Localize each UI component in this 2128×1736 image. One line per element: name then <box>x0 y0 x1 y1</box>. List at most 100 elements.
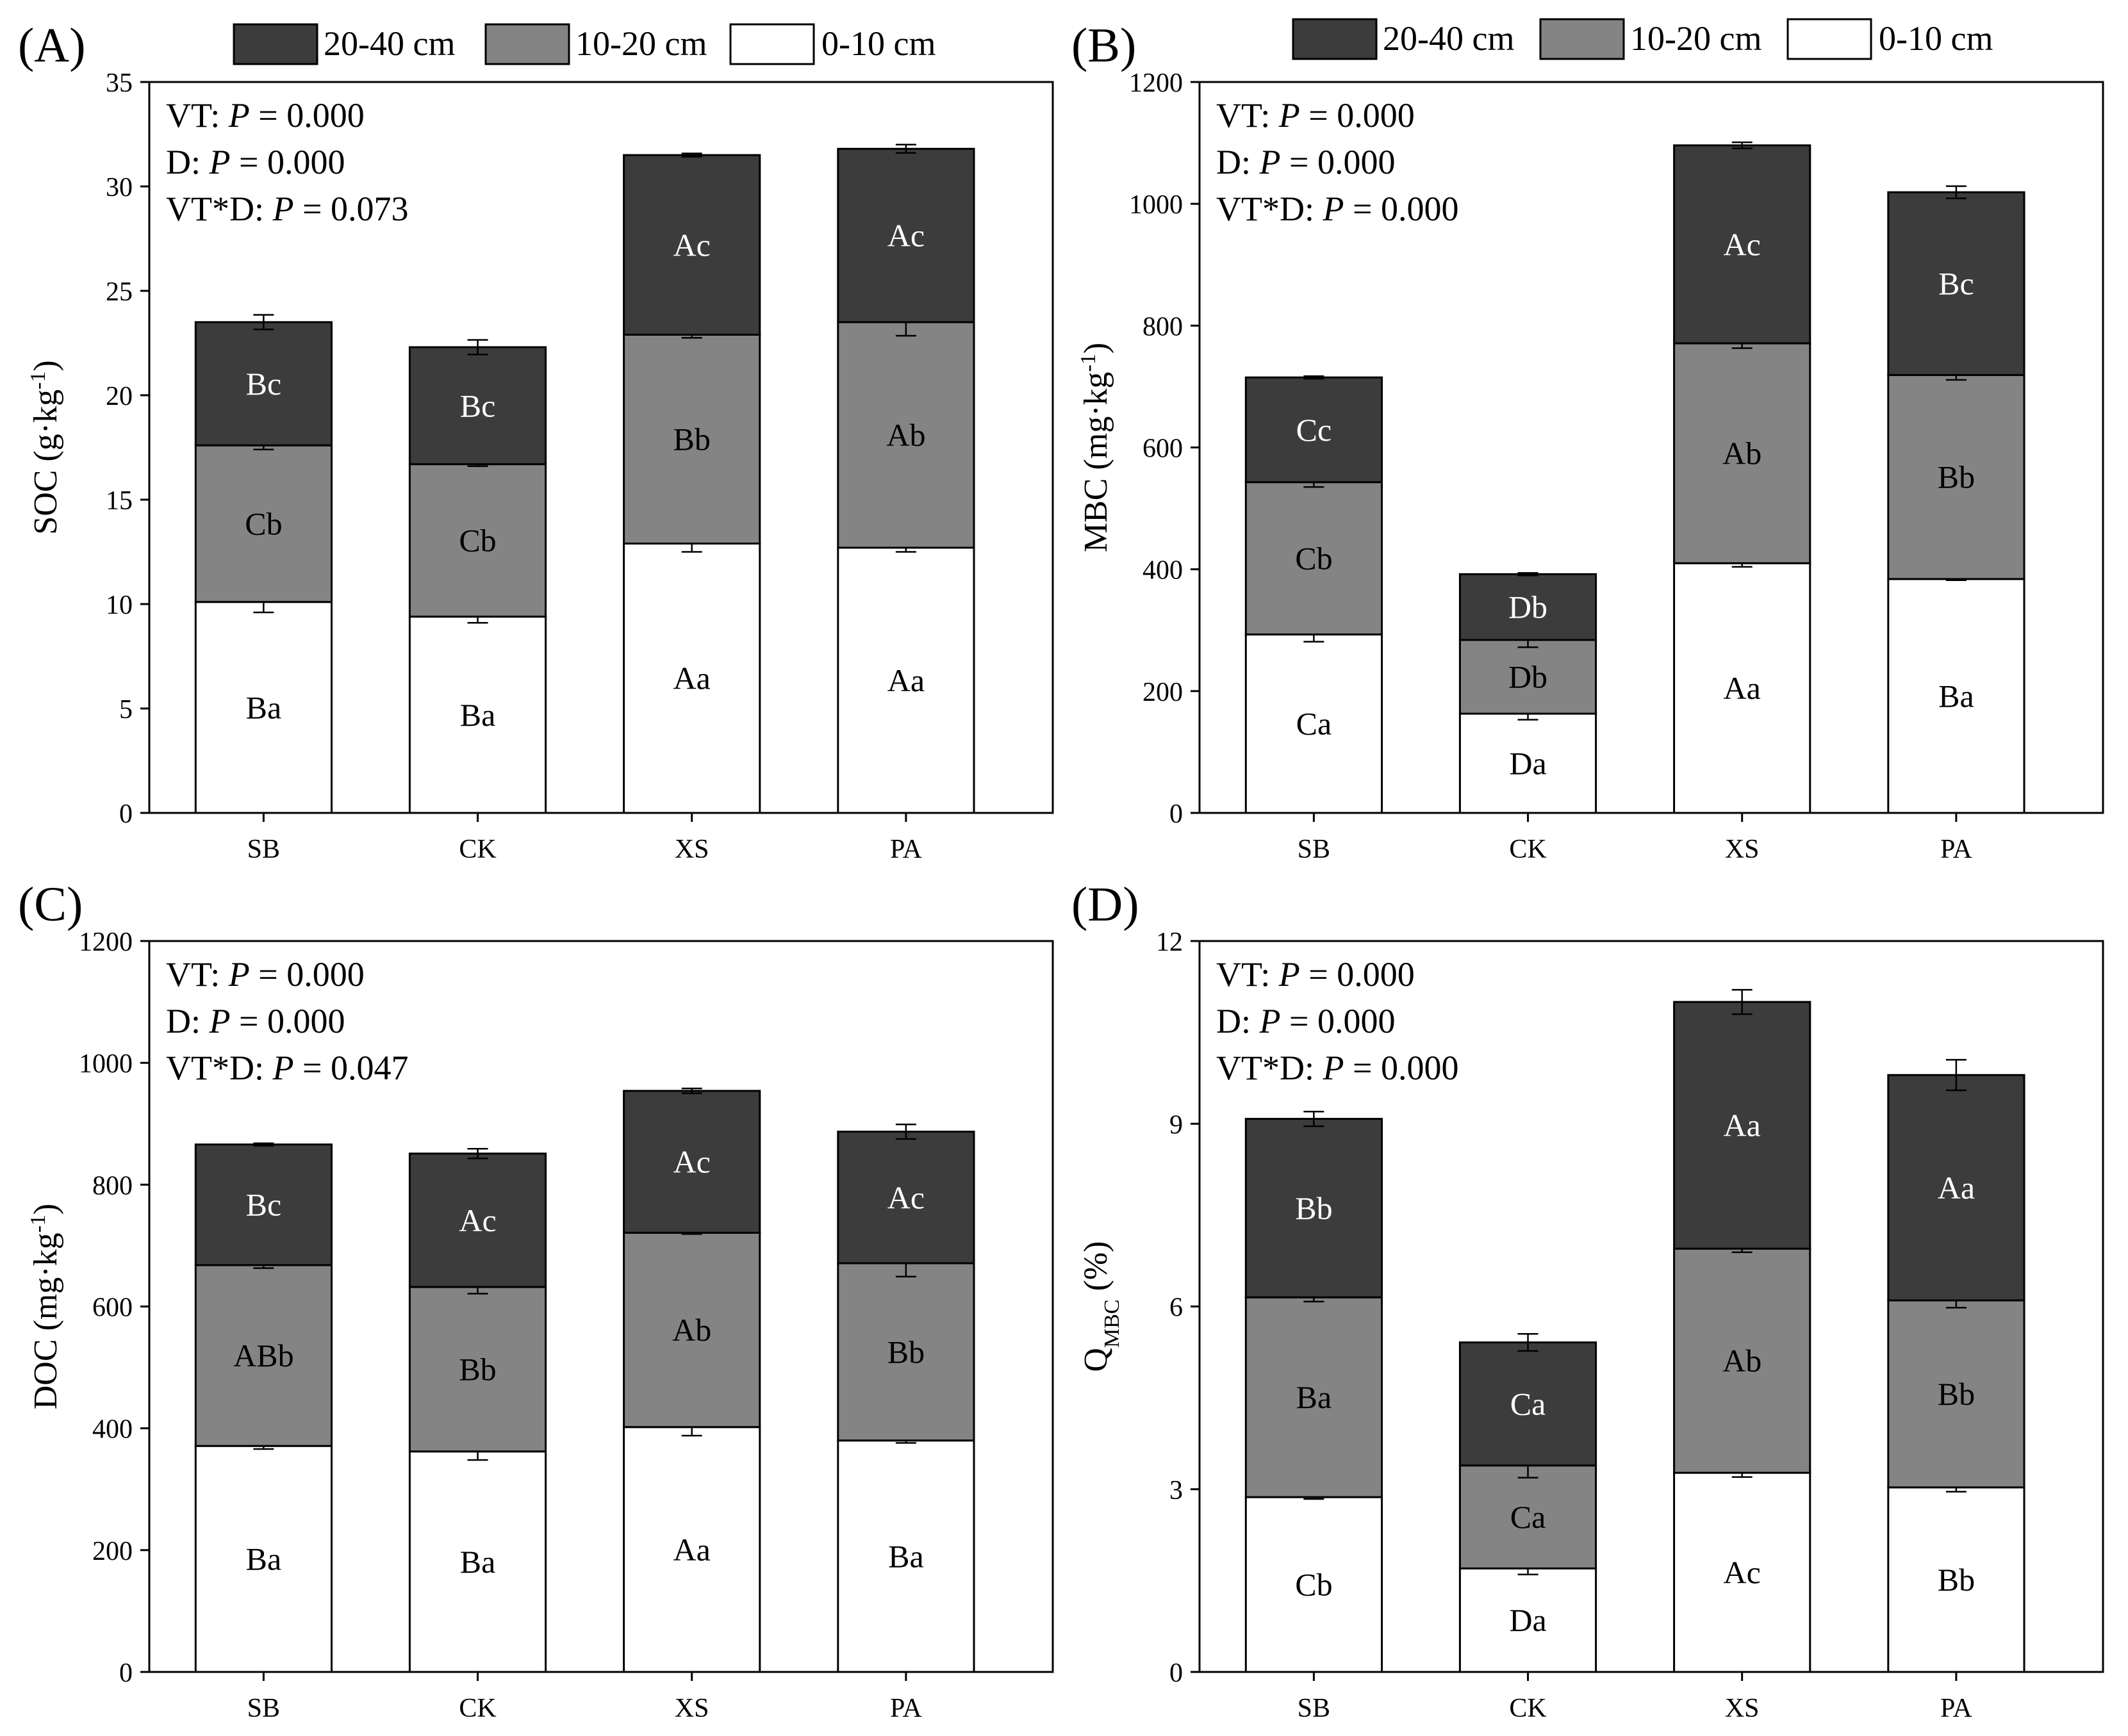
panel-a-letter-xs-middle: Bb <box>673 422 711 457</box>
legend-a-label-deep: 20-40 cm <box>324 24 455 63</box>
panel-a-bar-xs-middle <box>623 334 761 545</box>
panel-a-letter-sb-surface: Ba <box>246 689 282 725</box>
panel-c: (C) Ba ABb Bc SB Ba Bb Ac CK Aa Ab Ac XS Ba Bb Ac PA 0 200… <box>18 878 1054 1723</box>
panel-b-stat-line-1: VT: P = 0.000 <box>1216 96 1415 135</box>
panel-b-bar-sb-middle <box>1244 481 1383 635</box>
panel-d-stat-line-1: VT: P = 0.000 <box>1216 955 1415 994</box>
legend-a-swatch-surface <box>729 23 815 65</box>
panel-b-bar-xs-deep <box>1673 144 1811 345</box>
panel-a-bar-sb-surface <box>194 601 333 814</box>
panel-c-bar-pa-middle <box>837 1262 975 1442</box>
legend-b-label-surface: 0-10 cm <box>1879 19 1993 58</box>
panel-a-letter-pa-surface: Aa <box>887 662 925 698</box>
legend-a-label-middle: 10-20 cm <box>575 24 707 63</box>
panel-c-x-label-sb: SB <box>247 1694 280 1723</box>
panel-b-letter-sb-deep: Cc <box>1296 412 1332 448</box>
panel-b-y-tick-label-800: 800 <box>1142 312 1183 341</box>
panel-a-bar-ck-middle <box>408 463 547 618</box>
panel-a-bar-ck-surface <box>408 616 547 814</box>
panel-a-letter-sb-middle: Cb <box>245 506 282 542</box>
panel-c-bar-pa-surface <box>837 1439 975 1673</box>
panel-d-letter-xs-middle: Ab <box>1722 1343 1761 1379</box>
legend-a-swatch-deep <box>233 23 318 65</box>
panel-d-x-label-xs: XS <box>1725 1694 1760 1723</box>
panel-c-x-label-xs: XS <box>675 1694 709 1723</box>
panel-d-bar-ck-surface <box>1458 1567 1597 1673</box>
panel-d-bar-xs-middle <box>1673 1247 1811 1474</box>
panel-b-letter-pa-deep: Bc <box>1938 266 1974 302</box>
panel-a-x-label-ck: CK <box>459 835 496 864</box>
panel-c-label: (C) <box>18 878 83 931</box>
panel-a-y-tick-label-5: 5 <box>119 695 133 725</box>
panel-c-errorbar-pa-deep <box>895 1123 916 1140</box>
legend-b-swatch-surface <box>1786 18 1872 60</box>
panel-b: (B) Ca Cb Cc SB Da Db Db CK Aa Ab Ac XS Ba Bb Bc PA 0 200 4… <box>1071 19 2104 864</box>
panel-b-stat-line-2: D: P = 0.000 <box>1216 143 1395 181</box>
panel-b-letter-xs-deep: Ac <box>1724 226 1761 262</box>
panel-d-errorbar-pa-deep <box>1945 1059 1967 1092</box>
legend-b-label-middle: 10-20 cm <box>1630 19 1761 58</box>
panel-c-y-tick-label-800: 800 <box>92 1171 133 1200</box>
panel-d-letter-pa-surface: Bb <box>1938 1562 1975 1598</box>
panel-d-letter-pa-deep: Aa <box>1938 1170 1975 1206</box>
panel-b-letter-sb-middle: Cb <box>1295 541 1332 577</box>
panel-c-stat-line-3: VT*D: P = 0.047 <box>166 1049 408 1087</box>
panel-a-letter-pa-middle: Ab <box>886 417 925 453</box>
panel-b-bar-sb-surface <box>1244 633 1383 814</box>
panel-d-bar-ck-middle <box>1458 1464 1597 1569</box>
panel-c-y-tick-label-0: 0 <box>119 1658 133 1688</box>
panel-d-letter-ck-middle: Ca <box>1510 1499 1546 1535</box>
panel-d-letter-sb-middle: Ba <box>1296 1379 1332 1415</box>
panel-a-bar-xs-deep <box>623 154 761 336</box>
panel-c-y-tick-label-1000: 1000 <box>79 1049 133 1079</box>
panel-c-letter-sb-deep: Bc <box>246 1187 282 1223</box>
panel-c-y-axis-title: DOC (mg·kg-1) <box>26 1204 65 1410</box>
legend-a-label-surface: 0-10 cm <box>821 24 936 63</box>
legend-b-swatch-middle <box>1539 18 1625 60</box>
panel-c-letter-xs-deep: Ac <box>673 1144 711 1180</box>
panel-b-bar-ck-middle <box>1458 639 1597 715</box>
panel-b-letter-ck-middle: Db <box>1508 659 1547 695</box>
panel-d-stat-line-3: VT*D: P = 0.000 <box>1216 1049 1458 1087</box>
panel-d: (D) Cb Ba Bb SB Da Ca Ca CK Ac Ab Aa XS Bb Bb Aa PA 0 3 6 9 1… <box>1071 878 2104 1723</box>
panel-d-bar-pa-deep <box>1887 1074 2025 1302</box>
panel-d-stat-line-2: D: P = 0.000 <box>1216 1002 1395 1040</box>
panel-b-label: (B) <box>1071 19 1136 72</box>
panel-a-x-label-xs: XS <box>675 835 709 864</box>
panel-b-stat-line-3: VT*D: P = 0.000 <box>1216 190 1458 228</box>
panel-d-bar-sb-deep <box>1244 1118 1383 1298</box>
panel-c-y-tick-label-200: 200 <box>92 1537 133 1566</box>
panel-c-errorbar-ck-deep <box>467 1147 488 1159</box>
panel-b-bar-pa-deep <box>1887 191 2025 376</box>
panel-b-bar-ck-surface <box>1458 712 1597 814</box>
panel-d-letter-sb-deep: Bb <box>1295 1190 1332 1226</box>
panel-d-letter-pa-middle: Bb <box>1938 1376 1975 1412</box>
panel-a-letter-ck-deep: Bc <box>460 388 496 423</box>
panel-a-y-tick-label-30: 30 <box>106 173 133 202</box>
panel-c-bar-sb-middle <box>194 1264 333 1447</box>
panel-b-errorbar-xs-deep <box>1731 141 1753 149</box>
panel-d-letter-sb-surface: Cb <box>1295 1567 1332 1603</box>
panel-c-stat-line-2: D: P = 0.000 <box>166 1002 345 1040</box>
legend-b-swatch-deep <box>1292 18 1378 60</box>
panel-b-letter-sb-surface: Ca <box>1296 706 1332 742</box>
panel-d-y-tick-label-9: 9 <box>1169 1110 1183 1140</box>
panel-b-letter-ck-deep: Db <box>1508 589 1547 625</box>
panel-c-letter-pa-middle: Bb <box>887 1334 925 1370</box>
panel-a-letter-pa-deep: Ac <box>887 218 925 254</box>
panel-b-y-tick-label-0: 0 <box>1169 799 1183 829</box>
panel-d-letter-xs-deep: Aa <box>1724 1108 1761 1143</box>
panel-c-bar-pa-deep <box>837 1131 975 1265</box>
panel-a-label: (A) <box>18 19 86 72</box>
panel-a-bar-pa-middle <box>837 321 975 549</box>
panel-b-bar-xs-surface <box>1673 562 1811 814</box>
panel-b-letter-pa-surface: Ba <box>1938 678 1974 714</box>
panel-a-letter-sb-deep: Bc <box>246 366 282 402</box>
panel-d-y-tick-label-3: 3 <box>1169 1476 1183 1505</box>
panel-c-letter-xs-surface: Aa <box>673 1532 711 1568</box>
panel-d-y-tick-label-0: 0 <box>1169 1658 1183 1688</box>
panel-d-letter-ck-deep: Ca <box>1510 1386 1546 1422</box>
panel-d-y-tick-label-6: 6 <box>1169 1293 1183 1323</box>
panel-d-x-label-pa: PA <box>1940 1694 1973 1723</box>
panel-c-bar-xs-surface <box>623 1426 761 1673</box>
